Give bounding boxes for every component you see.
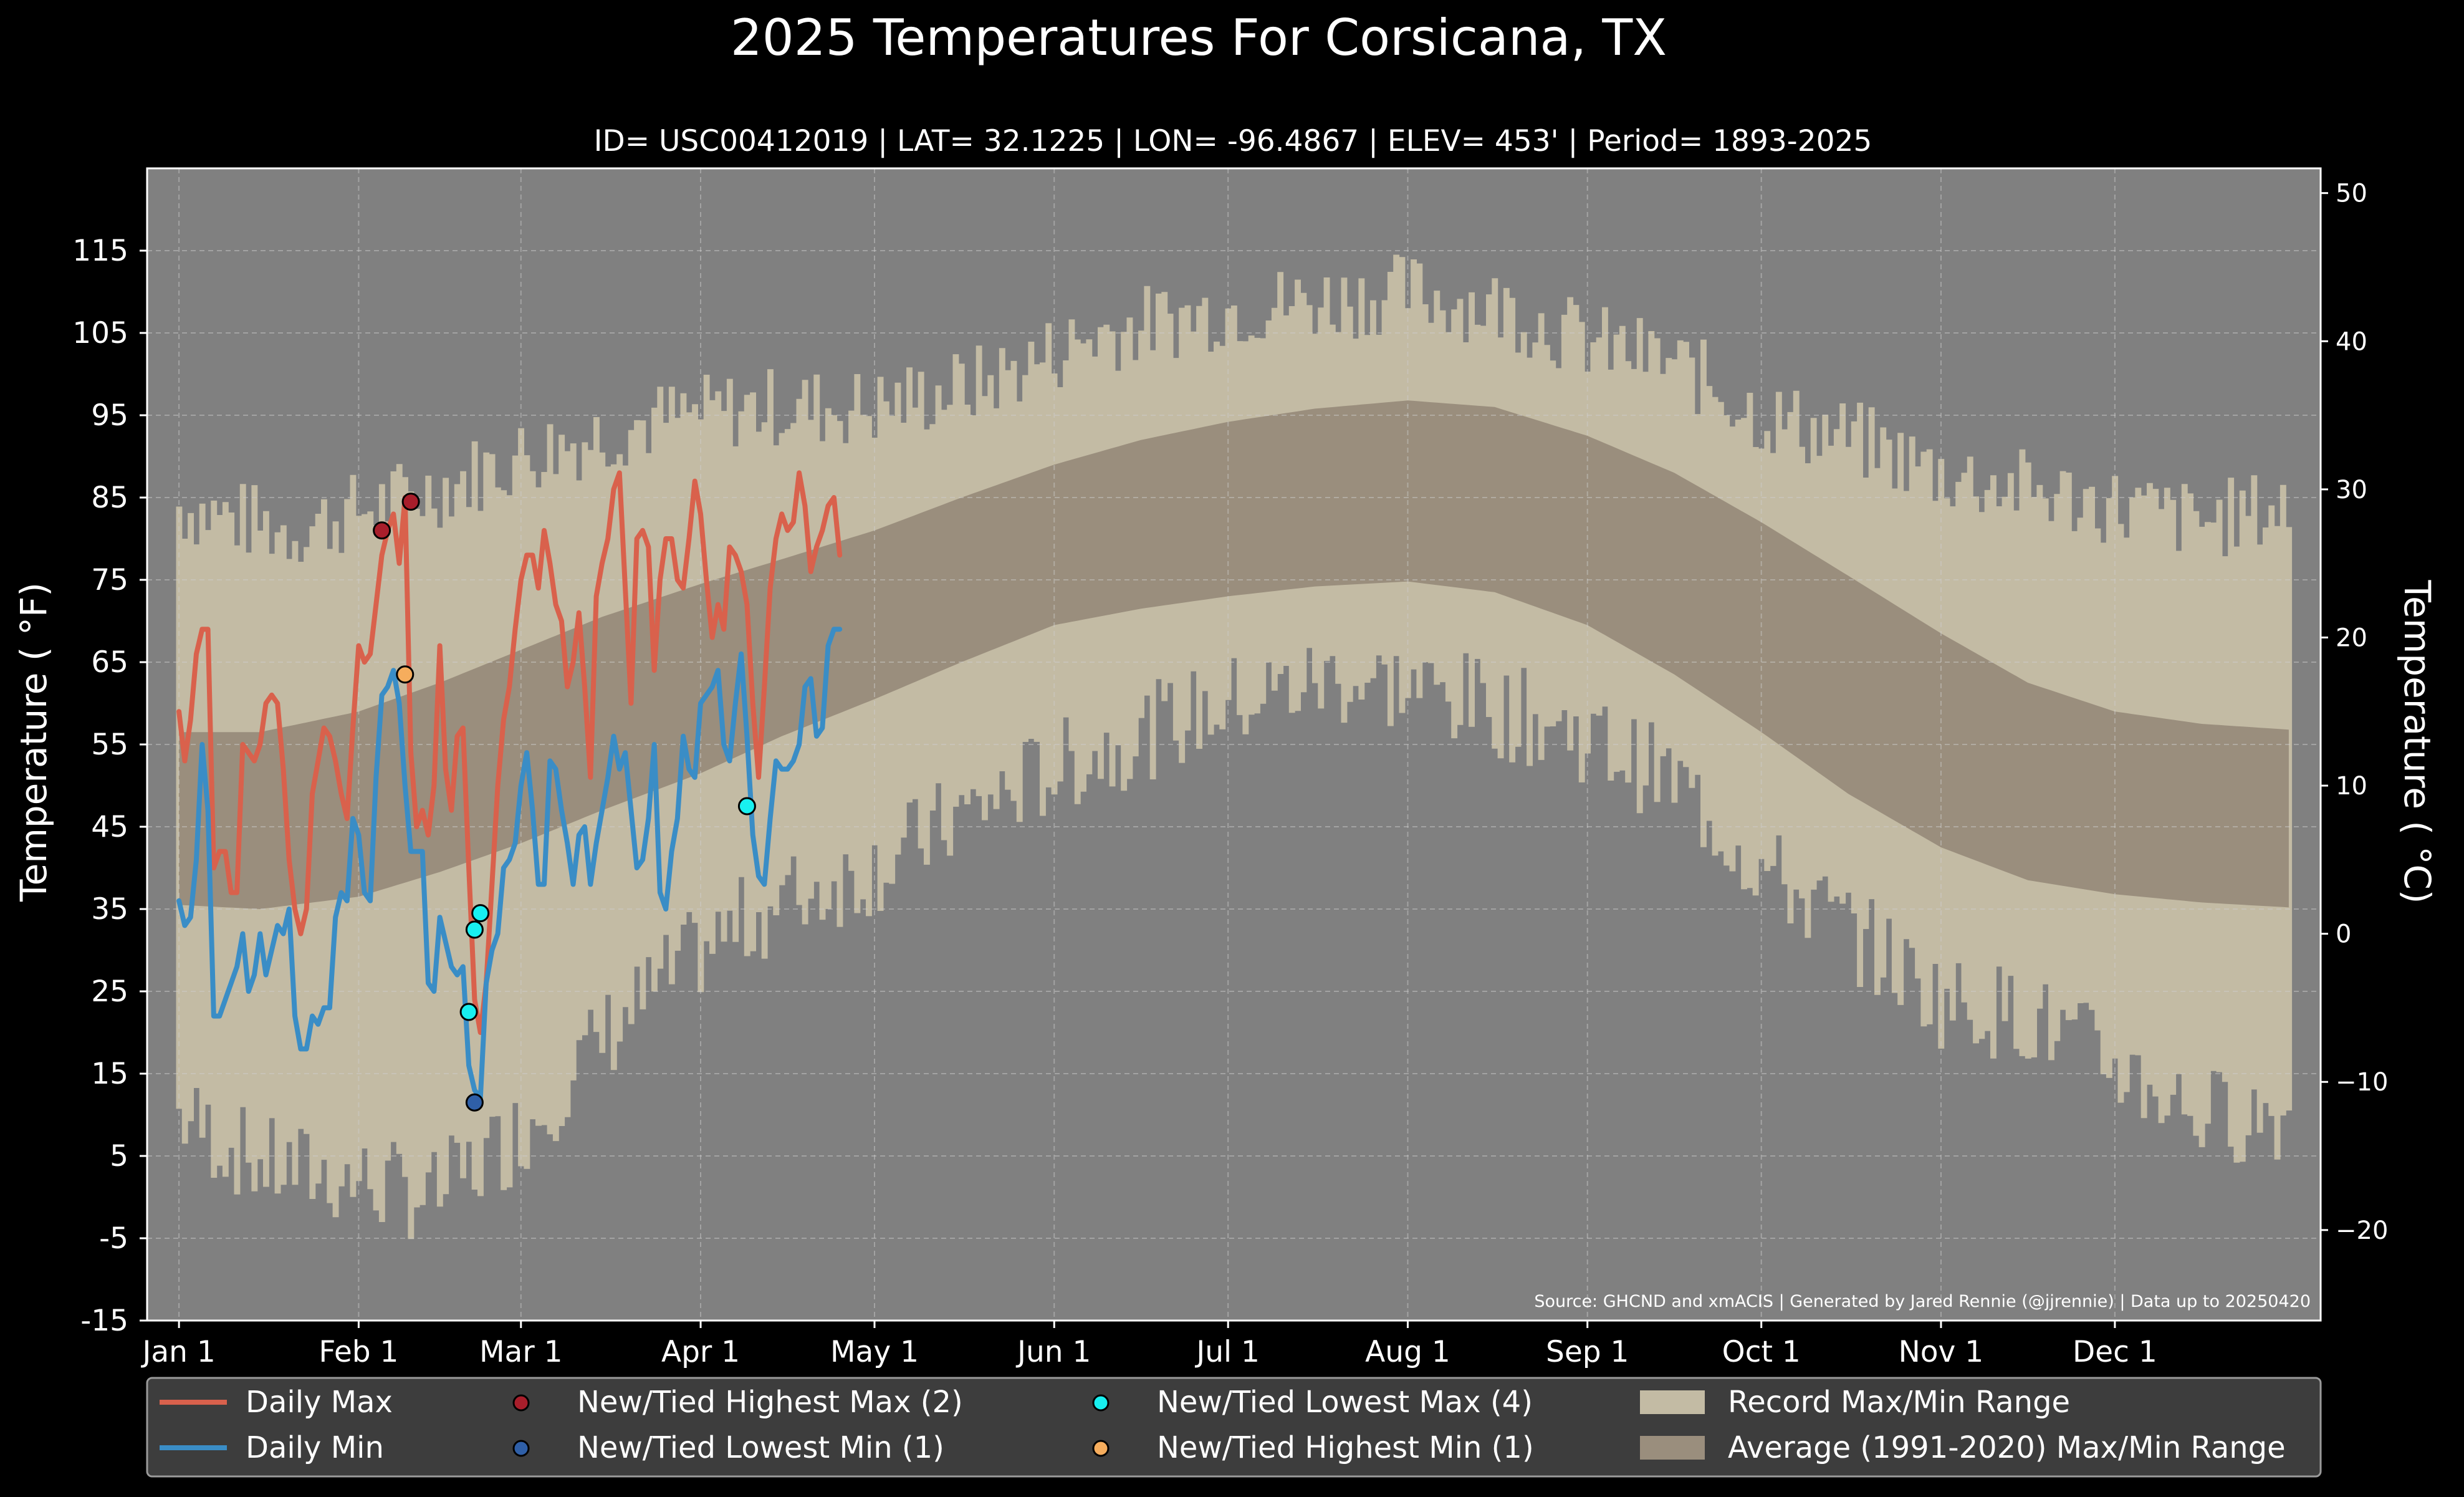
average-range-band (179, 400, 2289, 909)
record-point-1 (465, 1093, 484, 1112)
y-tick-label-right: 50 (2336, 180, 2367, 208)
y-tick-label-left: 105 (72, 316, 128, 350)
daily-max-line (176, 470, 843, 1035)
legend-box (146, 1377, 2322, 1478)
y-tick-label-left: -15 (80, 1304, 128, 1338)
record-point-2 (737, 797, 756, 816)
legend-marker-lowest-max (1092, 1394, 1110, 1412)
x-tick-label: Oct 1 (1722, 1335, 1801, 1369)
y-tick-label-left: 85 (91, 481, 128, 515)
y-tick-label-right: −20 (2336, 1216, 2388, 1245)
legend-label-average-range: Average (1991-2020) Max/Min Range (1728, 1430, 2286, 1465)
y-tick-label-left: 5 (110, 1139, 128, 1173)
x-tick-label: Dec 1 (2073, 1335, 2157, 1369)
legend-swatch-average-range (1640, 1436, 1705, 1460)
y-tick-label-right: 10 (2336, 772, 2367, 801)
record-point-2 (465, 920, 484, 939)
y-axis-label-right: Temperature ( °C) (2396, 579, 2438, 903)
record-point-2 (459, 1003, 478, 1021)
record-point-0 (373, 521, 391, 540)
legend-label-record-range: Record Max/Min Range (1728, 1385, 2070, 1420)
legend-label-daily-max: Daily Max (246, 1385, 393, 1420)
y-tick-label-left: 75 (91, 563, 128, 597)
record-point-2 (471, 904, 490, 923)
daily-min-line (176, 627, 843, 1101)
legend: Daily Max Daily Min New/Tied Highest Max… (146, 1377, 2322, 1478)
legend-label-highest-min: New/Tied Highest Min (1) (1157, 1430, 1534, 1465)
legend-label-lowest-min: New/Tied Lowest Min (1) (577, 1430, 944, 1465)
plot-area: Source: GHCND and xmACIS | Generated by … (72, 167, 2388, 1369)
legend-marker-highest-max (512, 1394, 530, 1412)
legend-marker-highest-min (1092, 1440, 1110, 1457)
grid-lines (147, 168, 2321, 1321)
legend-label-highest-max: New/Tied Highest Max (2) (577, 1385, 963, 1420)
record-point-3 (396, 665, 415, 684)
chart-title: 2025 Temperatures For Corsicana, TX (731, 9, 1667, 67)
y-tick-label-left: -5 (99, 1221, 128, 1256)
legend-label-lowest-max: New/Tied Lowest Max (4) (1157, 1385, 1533, 1420)
x-tick-label: May 1 (830, 1335, 919, 1369)
x-tick-label: Jun 1 (1015, 1335, 1091, 1369)
y-tick-label-right: −10 (2336, 1068, 2388, 1097)
x-tick-label: Sep 1 (1546, 1335, 1629, 1369)
legend-marker-lowest-min (512, 1440, 530, 1457)
y-tick-label-right: 20 (2336, 623, 2367, 652)
x-tick-label: Aug 1 (1365, 1335, 1450, 1369)
y-tick-label-left: 115 (72, 234, 128, 268)
y-tick-label-right: 40 (2336, 327, 2367, 356)
record-point-0 (401, 493, 420, 511)
y-tick-label-left: 45 (91, 810, 128, 844)
x-tick-label: Jan 1 (140, 1335, 215, 1369)
source-note: Source: GHCND and xmACIS | Generated by … (1534, 1292, 2311, 1311)
legend-label-daily-min: Daily Min (246, 1430, 384, 1465)
x-tick-label: Apr 1 (661, 1335, 740, 1369)
y-tick-label-left: 65 (91, 645, 128, 680)
record-range-bars (176, 254, 2293, 1239)
y-tick-label-right: 30 (2336, 476, 2367, 504)
legend-swatch-record-range (1640, 1390, 1705, 1414)
y-axis-label-left: Temperature ( °F) (12, 582, 55, 902)
y-tick-label-left: 25 (91, 975, 128, 1009)
y-tick-label-right: 0 (2336, 920, 2351, 949)
x-tick-label: Mar 1 (479, 1335, 563, 1369)
y-tick-label-left: 95 (91, 398, 128, 433)
y-tick-label-left: 35 (91, 892, 128, 927)
y-tick-label-left: 55 (91, 728, 128, 762)
x-tick-label: Jul 1 (1194, 1335, 1260, 1369)
chart-subtitle: ID= USC00412019 | LAT= 32.1225 | LON= -9… (594, 124, 1872, 158)
y-tick-label-left: 15 (91, 1057, 128, 1091)
x-tick-label: Feb 1 (319, 1335, 398, 1369)
x-tick-label: Nov 1 (1899, 1335, 1984, 1369)
